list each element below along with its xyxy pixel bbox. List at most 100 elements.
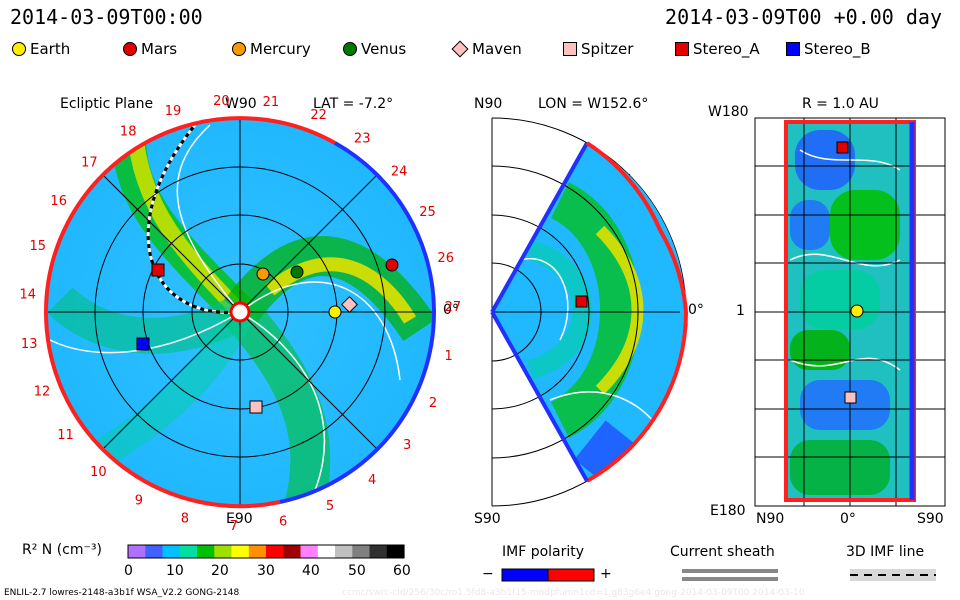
- w90-label: W90: [225, 96, 257, 112]
- legend-label: Stereo_B: [804, 40, 871, 58]
- n90-axis-label: N90: [756, 511, 785, 527]
- legend-label: Maven: [472, 40, 522, 58]
- lat-label: LAT = -7.2°: [313, 96, 394, 112]
- sector-number-label: 2: [429, 396, 437, 411]
- colorbar-tick: 40: [302, 563, 320, 579]
- colorbar-label: R² N (cm⁻³): [22, 542, 102, 558]
- colorbar-segment: [386, 545, 405, 558]
- legend-label: Venus: [361, 40, 407, 58]
- run-id-watermark: ccmc/swrc-cld/256/30c/ro1.5fd8-a3b1f15-m…: [342, 588, 805, 598]
- sector-number-label: 25: [419, 205, 436, 220]
- radius-label: R = 1.0 AU: [802, 96, 879, 112]
- venus-icon: [290, 265, 304, 279]
- sector-number-label: 7: [230, 519, 238, 534]
- panel3-one-label: 1: [736, 303, 745, 319]
- mars-marker-icon: [123, 42, 137, 56]
- sector-number-label: 14: [20, 287, 37, 302]
- n90-label: N90: [474, 96, 503, 112]
- legend-label: Spitzer: [581, 40, 634, 58]
- sector-number-label: 8: [181, 512, 189, 527]
- sector-number-label: 21: [263, 95, 280, 110]
- datetime-label: 2014-03-09T00:00: [10, 5, 203, 29]
- legend-label: Earth: [30, 40, 71, 58]
- colorbar-segment: [179, 545, 198, 558]
- mars-icon: [385, 258, 399, 272]
- colorbar-tick: 60: [393, 563, 411, 579]
- stereo-a-meridional-icon: [575, 295, 588, 308]
- sector-number-label: 15: [30, 239, 47, 254]
- sector-number-label: 3: [403, 438, 411, 453]
- stereo-a-marker-icon: [675, 42, 689, 56]
- w180-label: W180: [708, 104, 749, 120]
- sector-number-label: 9: [135, 494, 143, 509]
- sector-number-label: 1: [444, 349, 452, 364]
- sector-number-label: 23: [354, 132, 371, 147]
- colorbar-segment: [300, 545, 319, 558]
- mercury-icon: [256, 267, 270, 281]
- imf-minus-label: −: [482, 566, 494, 582]
- colorbar-segment: [317, 545, 336, 558]
- sector-number-label: 6: [279, 515, 287, 530]
- sector-number-label: 17: [81, 155, 98, 170]
- s90-label: S90: [474, 511, 501, 527]
- sun-icon: [229, 301, 251, 323]
- colorbar-tick: 30: [257, 563, 275, 579]
- current-sheath-title: Current sheath: [670, 544, 775, 560]
- sector-numbers: 20 21222324252627123456789101112131415161…: [20, 94, 462, 534]
- sector-number-label: 18: [120, 125, 137, 140]
- colorbar-segment: [197, 545, 215, 558]
- earth-r-icon: [850, 304, 864, 318]
- e180-label: E180: [710, 503, 746, 519]
- legend-label: Mars: [141, 40, 178, 58]
- sector-number-label: 27: [445, 300, 462, 315]
- colorbar-segment: [248, 545, 267, 558]
- colorbar-segment: [352, 545, 371, 558]
- s90-axis-label: S90: [917, 511, 944, 527]
- elapsed-label: 2014-03-09T00 +0.00 day: [665, 5, 942, 29]
- lon-label: LON = W152.6°: [538, 96, 649, 112]
- legend-venus: Venus: [343, 40, 406, 58]
- legend-mars: Mars: [123, 40, 177, 58]
- venus-marker-icon: [343, 42, 357, 56]
- e90-label: E90: [226, 511, 253, 527]
- sector-number-label: 19: [165, 104, 182, 119]
- colorbar-segment: [162, 545, 181, 558]
- colorbar-segment: [369, 545, 388, 558]
- sector-number-label: 26: [437, 251, 454, 266]
- imf3d-title: 3D IMF line: [846, 544, 925, 560]
- stereo-b-marker-icon: [786, 42, 800, 56]
- panel2-zero-label: 0°: [688, 302, 704, 318]
- spitzer-icon: [249, 400, 263, 414]
- colorbar-tick: 0: [124, 563, 133, 579]
- stereo-b-icon: [136, 337, 150, 351]
- sector-number-label: 5: [326, 499, 334, 514]
- legend-stereo-a: Stereo_A: [675, 40, 760, 58]
- sector-number-label: 16: [50, 194, 67, 209]
- spitzer-r-icon: [844, 391, 857, 404]
- legend-label: Stereo_A: [693, 40, 760, 58]
- colorbar-segment: [335, 545, 353, 558]
- legend-maven: Maven: [451, 40, 522, 58]
- sector-number-label: 24: [391, 164, 408, 179]
- colorbar-segment: [145, 545, 164, 558]
- colorbar-tick: 10: [166, 563, 184, 579]
- imf-polarity-title: IMF polarity: [502, 544, 585, 560]
- sector-number-label: 10: [90, 465, 107, 480]
- spitzer-marker-icon: [563, 42, 577, 56]
- current-sheath-line-icon: [682, 577, 778, 581]
- legend-mercury: Mercury: [232, 40, 311, 58]
- density-colorbar: [127, 544, 405, 559]
- imf-negative-bar: [501, 568, 549, 582]
- mercury-marker-icon: [232, 42, 246, 56]
- colorbar-segment: [214, 545, 233, 558]
- legend-stereo-b: Stereo_B: [786, 40, 871, 58]
- maven-icon: [341, 296, 358, 313]
- sector-number-label: 4: [368, 473, 376, 488]
- stereo-a-r-icon: [836, 141, 849, 154]
- ecliptic-plane-title: Ecliptic Plane: [60, 96, 154, 112]
- colorbar-segment: [231, 545, 250, 558]
- model-info-footer: ENLIL-2.7 lowres-2148-a3b1f WSA_V2.2 GON…: [4, 588, 240, 598]
- earth-marker-icon: [12, 42, 26, 56]
- colorbar-border: [127, 544, 405, 559]
